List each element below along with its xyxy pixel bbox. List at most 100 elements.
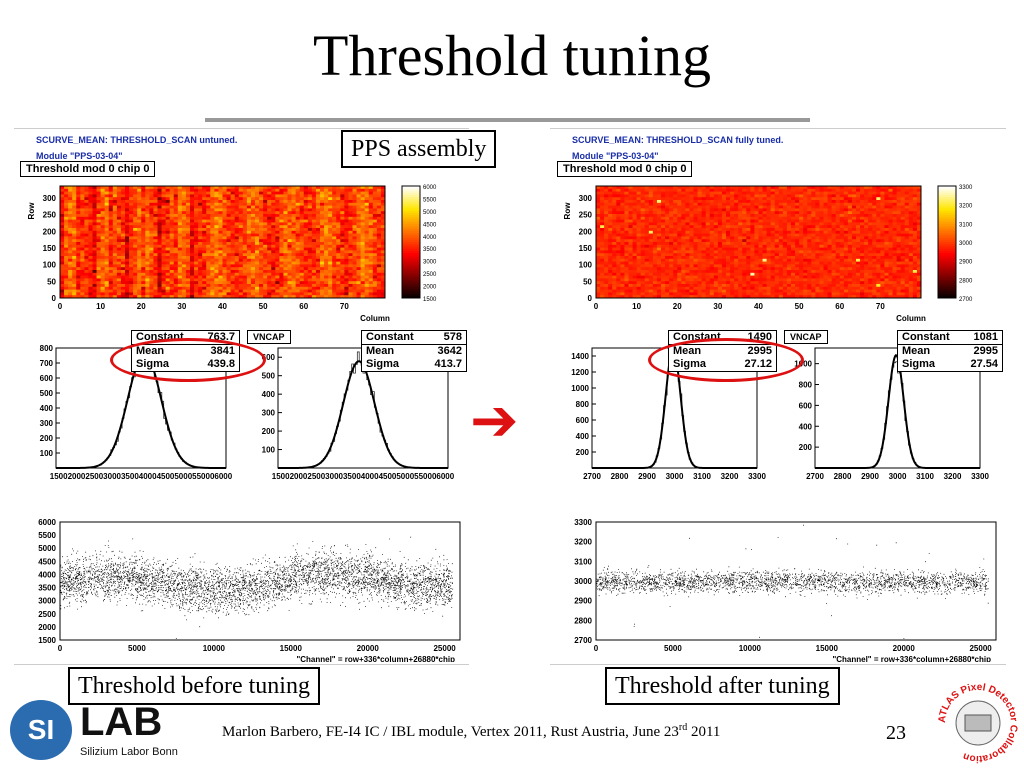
heatmap-cell bbox=[279, 258, 284, 262]
heatmap-cell bbox=[238, 216, 244, 220]
heatmap-cell bbox=[738, 281, 743, 285]
heatmap-cell bbox=[100, 216, 106, 220]
heatmap-cell bbox=[368, 236, 374, 240]
heatmap-cell bbox=[120, 188, 126, 192]
heatmap-cell bbox=[149, 233, 154, 237]
heatmap-cell bbox=[287, 286, 292, 290]
heatmap-cell bbox=[88, 242, 93, 246]
heatmap-cell bbox=[628, 194, 633, 198]
right-header-line1: SCURVE_MEAN: THRESHOLD_SCAN fully tuned. bbox=[572, 135, 784, 145]
heatmap-cell bbox=[738, 247, 743, 251]
heatmap-cell bbox=[311, 194, 317, 198]
heatmap-cell bbox=[681, 286, 686, 290]
heatmap-cell bbox=[332, 258, 337, 262]
heatmap-cell bbox=[238, 236, 244, 240]
heatmap-cell bbox=[307, 219, 313, 223]
heatmap-cell bbox=[368, 261, 374, 265]
heatmap-cell bbox=[181, 264, 187, 268]
heatmap-cell bbox=[202, 284, 207, 288]
heatmap-cell bbox=[242, 275, 248, 279]
heatmap-cell bbox=[165, 236, 171, 240]
heatmap-cell bbox=[96, 191, 102, 195]
heatmap-cell bbox=[255, 205, 260, 209]
heatmap-cell bbox=[125, 270, 130, 274]
heatmap-cell bbox=[230, 208, 236, 212]
heatmap-cell bbox=[68, 272, 73, 276]
heatmap-cell bbox=[746, 202, 751, 206]
heatmap-cell bbox=[255, 284, 260, 288]
heatmap-cell bbox=[372, 264, 378, 268]
heatmap-cell bbox=[352, 228, 357, 232]
heatmap-cell bbox=[315, 194, 321, 198]
heatmap-cell bbox=[84, 281, 89, 285]
heatmap-cell bbox=[356, 225, 362, 229]
heatmap-cell bbox=[596, 258, 601, 262]
heatmap-cell bbox=[145, 286, 150, 290]
heatmap-cell bbox=[742, 258, 747, 262]
heatmap-cell bbox=[275, 250, 280, 254]
heatmap-cell bbox=[620, 267, 625, 271]
heatmap-cell bbox=[137, 272, 142, 276]
heatmap-cell bbox=[129, 270, 134, 274]
heatmap-cell bbox=[352, 219, 357, 223]
heatmap-cell bbox=[230, 267, 236, 271]
heatmap-cell bbox=[133, 219, 138, 223]
heatmap-cell bbox=[169, 219, 175, 223]
heatmap-cell bbox=[96, 270, 102, 274]
heatmap-cell bbox=[750, 225, 755, 229]
heatmap-cell bbox=[185, 284, 191, 288]
heatmap-cell bbox=[746, 188, 751, 192]
heatmap-cell bbox=[652, 253, 658, 257]
heatmap-cell bbox=[120, 261, 126, 265]
heatmap-cell bbox=[246, 281, 252, 285]
heatmap-cell bbox=[68, 244, 73, 248]
heatmap-cell bbox=[60, 228, 65, 232]
heatmap-cell bbox=[758, 194, 763, 198]
heatmap-cell bbox=[226, 188, 232, 192]
heatmap-cell bbox=[76, 228, 81, 232]
heatmap-cell bbox=[238, 186, 244, 190]
heatmap-cell bbox=[64, 267, 69, 271]
heatmap-cell bbox=[222, 230, 227, 234]
heatmap-cell bbox=[68, 228, 73, 232]
heatmap-cell bbox=[72, 275, 77, 279]
heatmap-cell bbox=[181, 197, 187, 201]
heatmap-cell bbox=[380, 244, 386, 248]
heatmap-cell bbox=[685, 202, 690, 206]
heatmap-cell bbox=[129, 208, 134, 212]
heatmap-cell bbox=[315, 200, 321, 204]
heatmap-cell bbox=[96, 233, 102, 237]
heatmap-cell bbox=[376, 186, 382, 190]
heatmap-cell bbox=[758, 267, 763, 271]
heatmap-cell bbox=[263, 188, 268, 192]
heatmap-cell bbox=[267, 247, 272, 251]
heatmap-cell bbox=[125, 188, 130, 192]
heatmap-cell bbox=[608, 264, 613, 268]
heatmap-cell bbox=[206, 281, 211, 285]
heatmap-cell bbox=[661, 250, 666, 254]
heatmap-cell bbox=[600, 272, 605, 276]
heatmap-cell bbox=[348, 264, 353, 268]
heatmap-cell bbox=[320, 214, 325, 218]
heatmap-cell bbox=[129, 253, 134, 257]
heatmap-cell bbox=[177, 194, 183, 198]
heatmap-cell bbox=[279, 225, 284, 229]
heatmap-cell bbox=[234, 216, 240, 220]
heatmap-cell bbox=[669, 211, 674, 215]
heatmap-cell bbox=[636, 188, 642, 192]
heatmap-cell bbox=[726, 222, 731, 226]
heatmap-cell bbox=[612, 256, 617, 260]
colorbar-tick-label: 3000 bbox=[423, 260, 437, 266]
heatmap-cell bbox=[161, 289, 167, 293]
heatmap-cell bbox=[165, 250, 171, 254]
heatmap-cell bbox=[701, 264, 707, 268]
heatmap-cell bbox=[149, 216, 154, 220]
heatmap-cell bbox=[234, 191, 240, 195]
heatmap-cell bbox=[596, 186, 601, 190]
heatmap-cell bbox=[738, 205, 743, 209]
heatmap-cell bbox=[364, 205, 370, 209]
heatmap-cell bbox=[173, 253, 179, 257]
heatmap-cell bbox=[242, 191, 248, 195]
heatmap-cell bbox=[673, 247, 678, 251]
heatmap-cell bbox=[100, 272, 106, 276]
